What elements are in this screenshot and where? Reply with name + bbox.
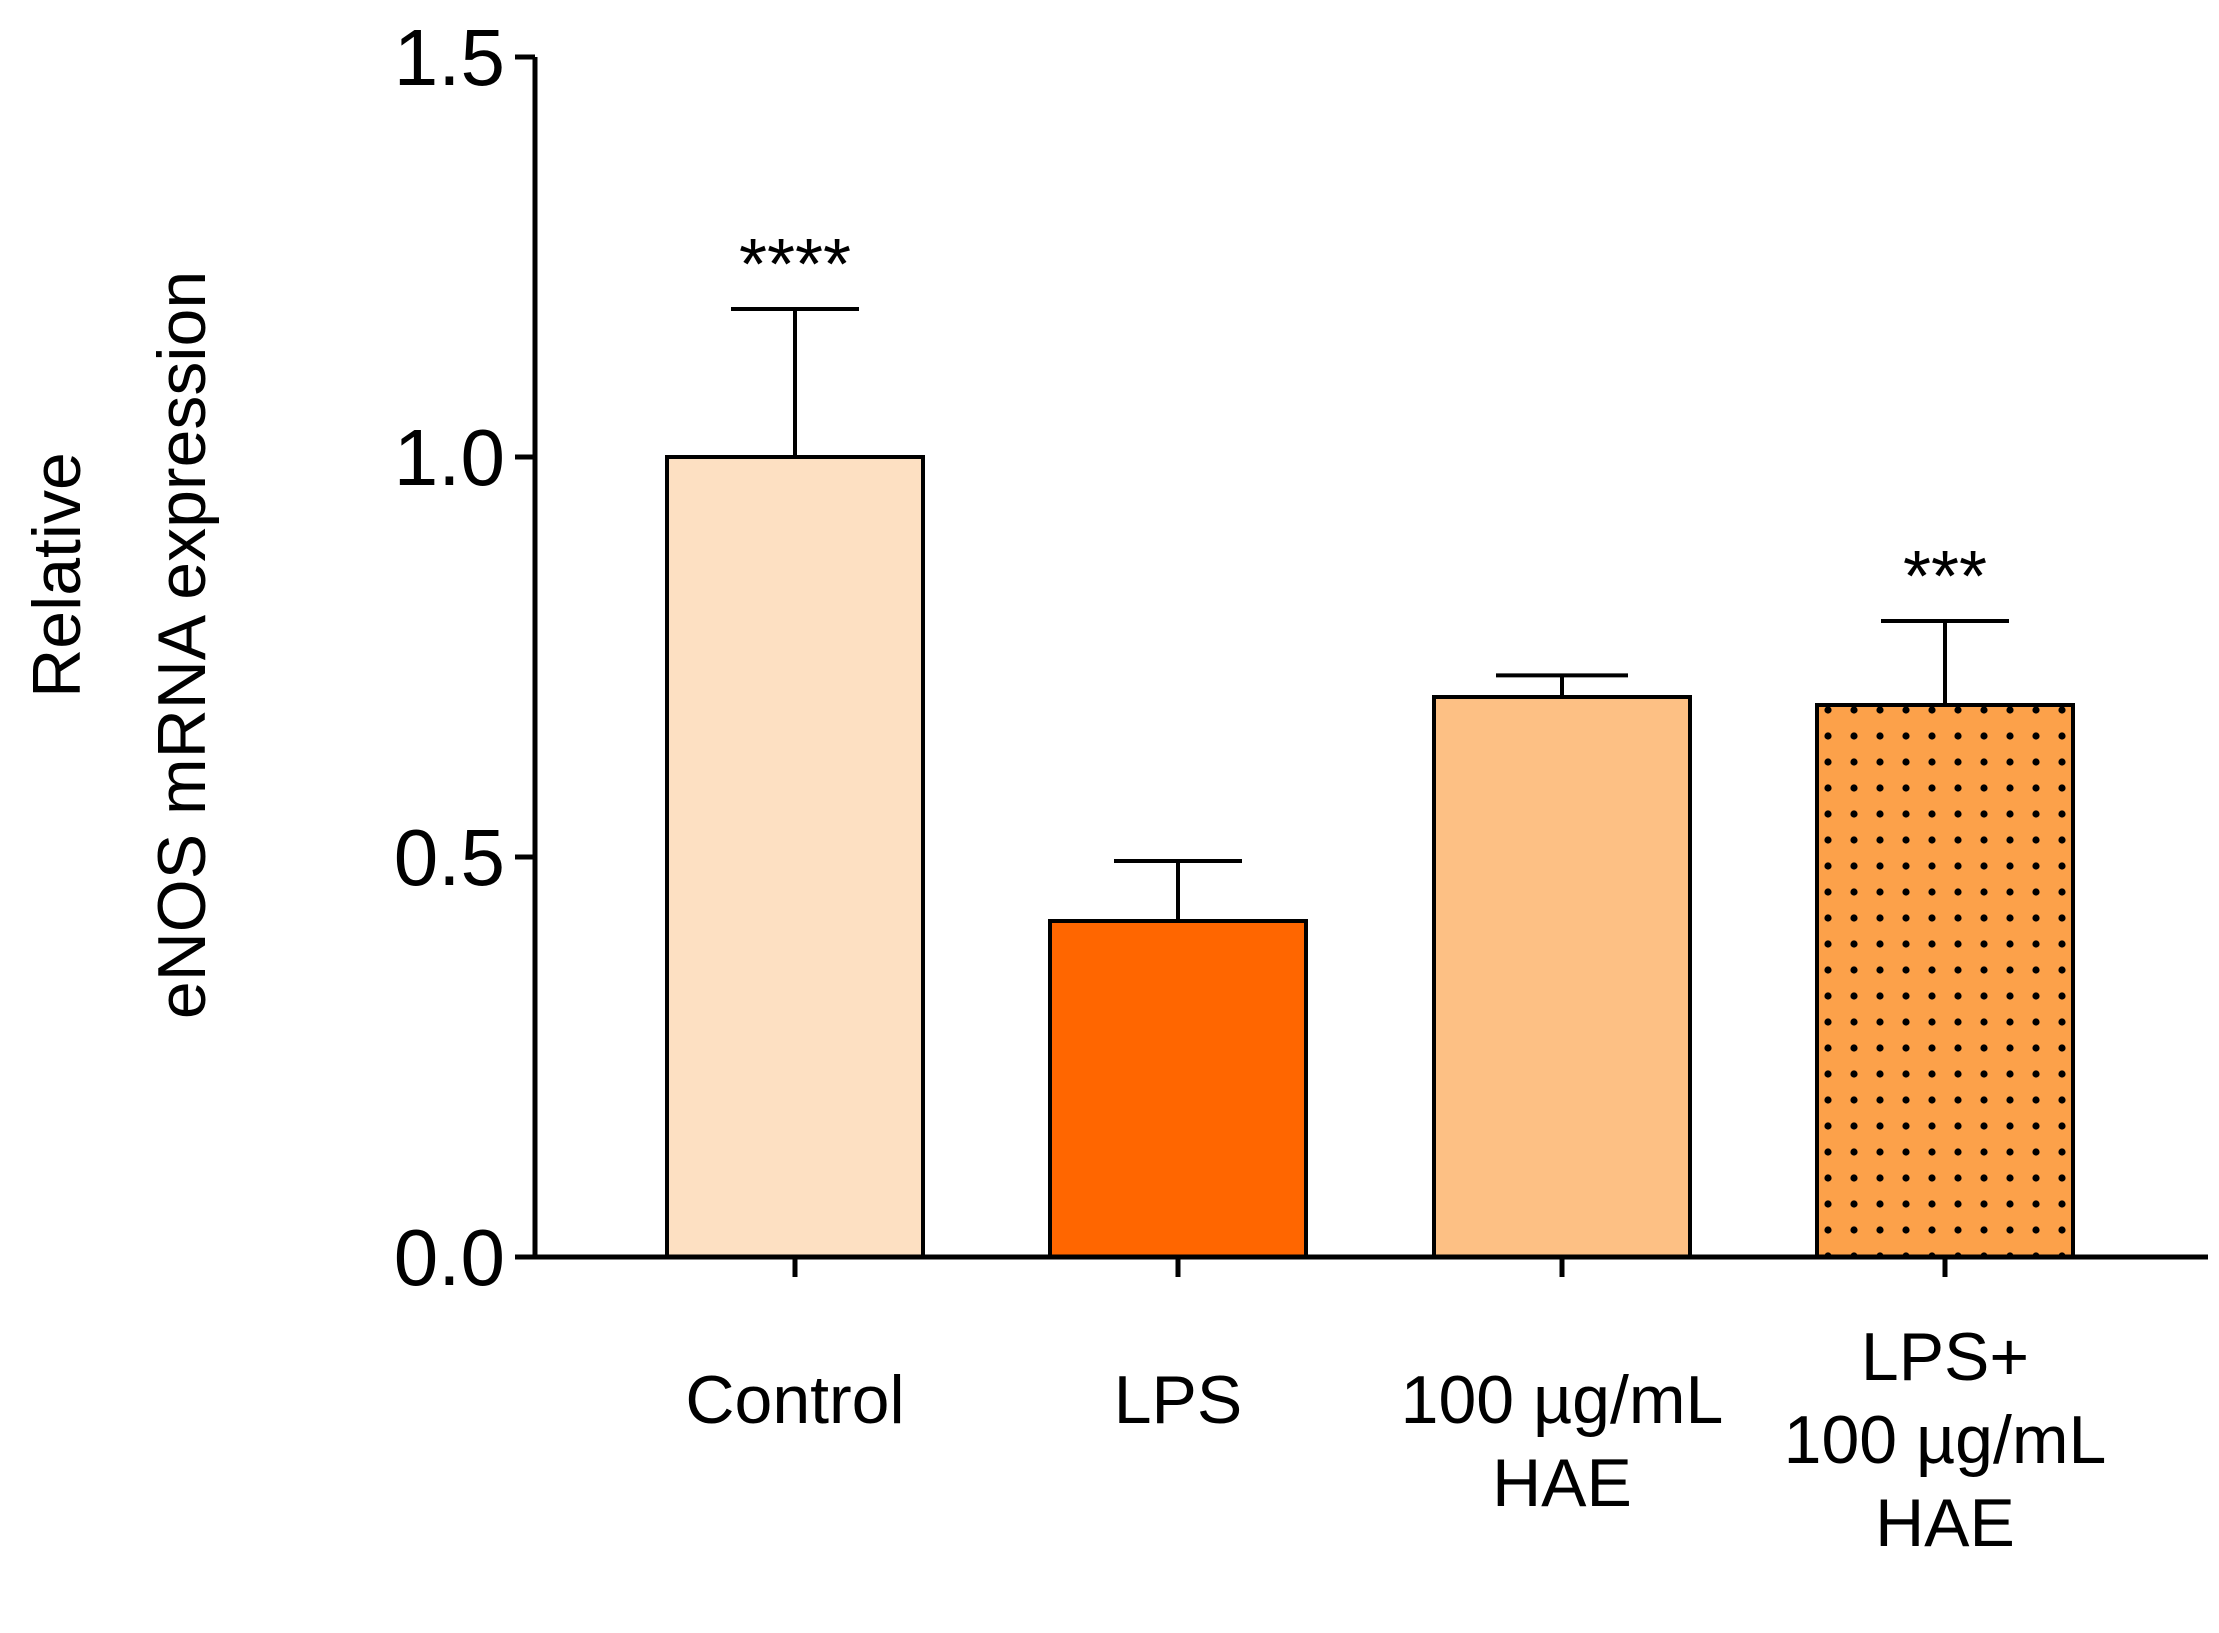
y-ticks: 0.0 0.5 1.0 1.5 <box>394 13 535 1302</box>
x-tick-label-3: 100 µg/mL HAE <box>1401 1362 1724 1521</box>
y-axis-label-line-1: Relative <box>19 452 95 698</box>
x-tick-label-1: Control <box>685 1362 904 1438</box>
significance-mark-1: **** <box>739 225 851 305</box>
error-bar-3 <box>1496 673 1628 697</box>
bar-1 <box>665 455 925 1259</box>
significance-mark-4: *** <box>1903 537 1987 617</box>
error-bar-1 <box>731 307 859 457</box>
error-bar-4 <box>1881 619 2009 705</box>
bar-4 <box>1815 703 2075 1259</box>
y-axis-label-line-2: eNOS mRNA expression <box>144 271 220 1019</box>
y-tick-label-2: 0.5 <box>394 813 505 902</box>
x-tick-labels: Control LPS 100 µg/mL HAE LPS+ 100 µg/mL HAE <box>685 1319 2106 1561</box>
y-tick-label-1: 0.0 <box>394 1213 505 1302</box>
error-bars <box>731 307 2009 921</box>
significance-marks: ******* <box>739 225 1987 617</box>
axes <box>532 57 2208 1277</box>
y-tick-label-4: 1.5 <box>394 13 505 102</box>
error-bar-2 <box>1114 859 1242 921</box>
y-tick-label-3: 1.0 <box>394 413 505 502</box>
bar-3 <box>1432 695 1692 1259</box>
y-axis-label: Relative eNOS mRNA expression <box>19 271 220 1019</box>
x-tick-label-4: LPS+ 100 µg/mL HAE <box>1784 1319 2107 1561</box>
bars <box>665 455 2075 1259</box>
bar-2 <box>1048 919 1308 1259</box>
x-tick-label-2: LPS <box>1114 1362 1243 1438</box>
